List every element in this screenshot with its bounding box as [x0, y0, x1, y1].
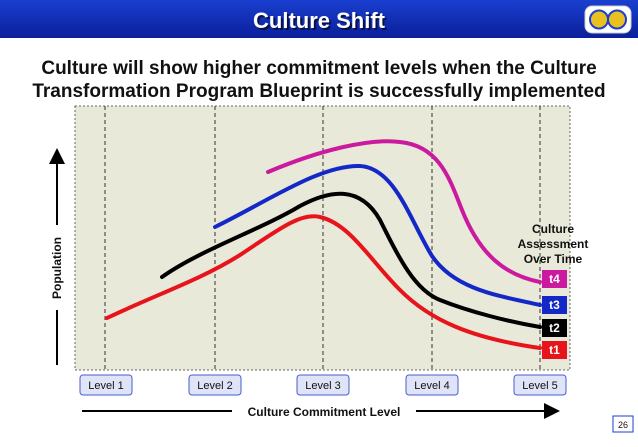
- page-number-box: [612, 415, 634, 433]
- level-label: Level 2: [197, 380, 232, 392]
- curve-t2: [160, 191, 542, 329]
- level-label: Level 1: [88, 380, 123, 392]
- curves: [105, 139, 542, 350]
- subtitle-line: Transformation Program Blueprint is succ…: [32, 81, 605, 102]
- curve-t4: [266, 139, 542, 284]
- header-bar: [0, 0, 638, 38]
- curve-t3: [213, 163, 542, 307]
- title: Culture Shift: [253, 8, 386, 33]
- curve-tag: t3: [549, 298, 560, 312]
- curve-tag: t2: [549, 321, 560, 335]
- y-axis-label: Population: [50, 237, 64, 299]
- level-box: [188, 374, 242, 396]
- logo: [584, 5, 632, 34]
- x-axis-label: Culture Commitment Level: [248, 405, 401, 419]
- legend-title: Over Time: [524, 252, 583, 266]
- tag-box: [542, 296, 567, 314]
- curve-tag: t4: [549, 272, 560, 286]
- level-box: [513, 374, 567, 396]
- tag-box: [542, 341, 567, 359]
- tag-box: [542, 319, 567, 337]
- subtitle-line: Culture will show higher commitment leve…: [41, 58, 596, 79]
- curve-tag: t1: [549, 343, 560, 357]
- legend-title: Culture: [532, 222, 574, 236]
- level-box: [296, 374, 350, 396]
- level-label: Level 4: [414, 380, 449, 392]
- curve-t1: [105, 214, 542, 350]
- level-box: [405, 374, 459, 396]
- title-shadow: Culture Shift: [255, 10, 388, 35]
- level-box: [79, 374, 133, 396]
- level-label: Level 3: [305, 380, 340, 392]
- level-label: Level 5: [522, 380, 557, 392]
- legend-title: Assessment: [518, 237, 589, 251]
- tag-box: [542, 270, 567, 288]
- page-number: 26: [618, 420, 628, 430]
